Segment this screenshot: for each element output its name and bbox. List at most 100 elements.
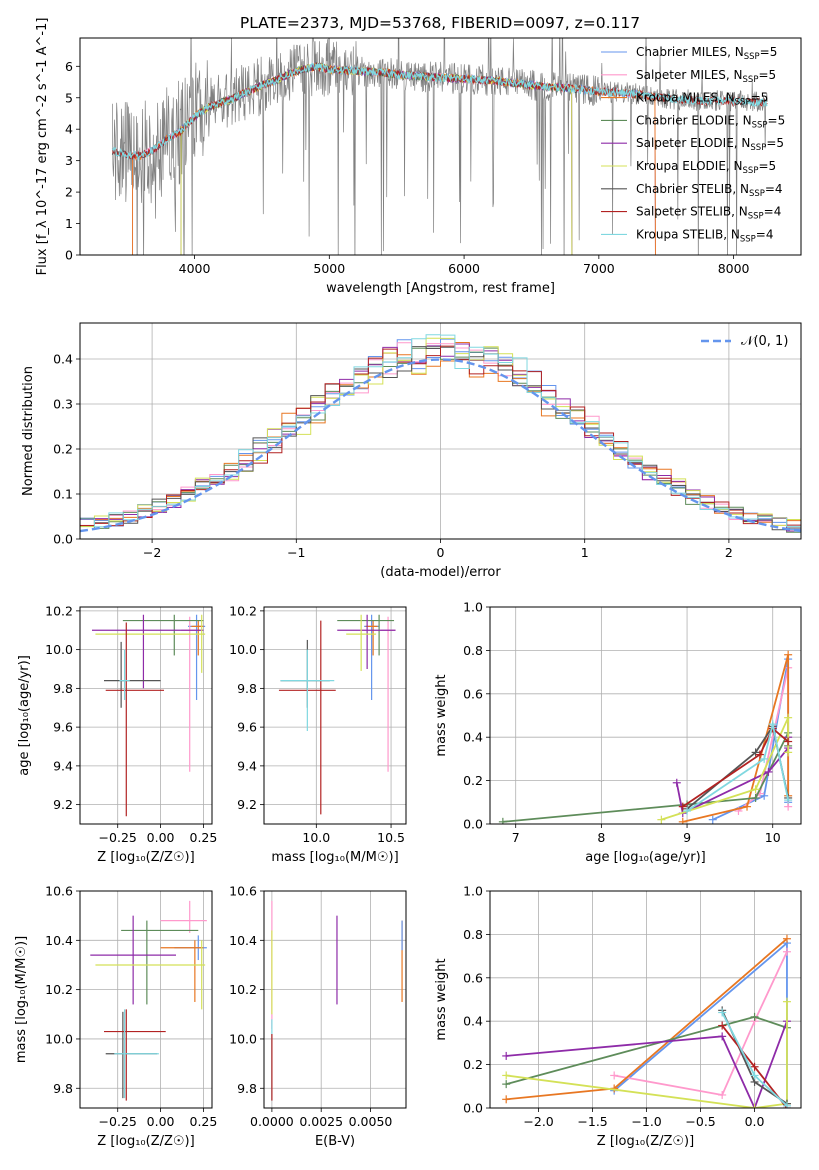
x-tick-label: −0.25 [99,830,137,845]
y-tick-label: 10.4 [45,933,73,948]
y-axis-label: mass [log₁₀(M/M☉)] [14,936,29,1063]
x-tick-label: 0.0000 [250,1114,294,1129]
y-tick-label: 10.0 [45,1031,73,1046]
legend-label-sub: SSP [744,52,760,62]
x-tick-label: 0.00 [147,830,175,845]
y-tick-label: 1.0 [463,884,483,899]
x-tick-label: −0.5 [685,1114,715,1129]
x-axis-label: Z [log₁₀(Z/Z☉)] [97,850,194,865]
legend-label-main: Kroupa ELODIE, N [636,159,743,173]
x-tick-label: 8000 [718,261,750,276]
y-tick-label: 0.3 [53,397,73,412]
errorbar-layer [278,614,396,815]
legend-label-sub: SSP [750,143,766,153]
x-tick-label: 0.25 [190,1114,218,1129]
y-tick-label: 10.0 [229,1031,257,1046]
y-tick-label: 9.2 [237,797,257,812]
y-tick-label: 9.6 [237,720,257,735]
y-tick-label: 9.8 [237,1081,257,1096]
x-tick-label: −1.5 [577,1114,607,1129]
age-vs-mass-panel: 10.0 10.5 9.2 9.4 9.6 9.8 10.0 10.2 mass [log₁₀(… [229,603,407,865]
legend-label-sub: SSP [743,166,759,176]
y-tick-label: 10.2 [229,603,257,618]
x-tick-label: 0.0 [745,1114,765,1129]
y-tick-label: 0.6 [463,686,483,701]
y-tick-label: 10.0 [229,642,257,657]
model-spectrum-salpeter-stelib [111,62,768,160]
weight-line-salpeter-elodie [675,737,790,815]
legend-label-suffix: =5 [751,91,769,105]
y-tick-label: 0.0 [463,817,483,832]
x-axis-label: E(B-V) [315,1134,355,1149]
y-tick-label: 0.8 [463,927,483,942]
legend-label-suffix: =4 [765,182,783,196]
legend-label-main: Chabrier MILES, N [636,45,744,59]
weight-line-salpeter-elodie [506,1020,788,1108]
legend-label-suffix: =5 [766,136,784,150]
legend-label-sub: SSP [748,212,764,222]
x-tick-label: −1 [287,545,305,560]
weight-line-kroupa-elodie [661,717,790,821]
legend-label-main: Kroupa STELIB, N [636,227,740,241]
legend-label-sub: SSP [740,234,756,244]
legend-label-sub: SSP [743,75,759,85]
y-tick-label: 10.0 [45,642,73,657]
legend-label-main: Salpeter MILES, N [636,68,743,82]
x-tick-label: 9 [683,830,691,845]
x-tick-label: 0.00 [147,1114,175,1129]
legend-label-suffix: =5 [758,159,776,173]
y-tick-label: 0.4 [53,352,73,367]
y-axis-label: mass weight [434,674,449,756]
y-tick-label: 0.0 [463,1101,483,1116]
x-tick-label: 0.0050 [349,1114,393,1129]
x-axis-label: mass [log₁₀(M/M☉)] [271,850,398,865]
weight-lines [498,650,793,824]
legend-label-sub: SSP [749,189,765,199]
y-tick-label: 1.0 [463,600,483,615]
y-tick-label: 0.1 [53,487,73,502]
x-tick-label: −2.0 [523,1114,553,1129]
y-tick-label: 6 [65,59,73,74]
y-tick-label: 0.2 [463,773,483,788]
y-tick-label: 10.6 [45,884,73,899]
y-tick-label: 9.8 [53,681,73,696]
y-axis-label: mass weight [434,958,449,1040]
weight-lines [502,934,791,1108]
histogram-kroupa-stelib [80,334,801,528]
x-tick-label: 6000 [448,261,480,276]
histogram-kroupa-elodie [80,337,801,528]
y-tick-label: 0 [65,248,73,263]
legend-label: Chabrier STELIB, NSSP=4 [636,182,783,199]
y-tick-label: 1 [65,216,73,231]
x-axis-label: Z [log₁₀(Z/Z☉)] [597,1134,694,1149]
legend-label-suffix: =5 [768,113,786,127]
x-tick-label: 0 [437,545,445,560]
x-axis-label: wavelength [Angstrom, rest frame] [326,281,555,296]
x-tick-label: 1 [581,545,589,560]
y-tick-label: 10.4 [229,933,257,948]
y-tick-label: 0.8 [463,643,483,658]
y-tick-label: 0.4 [463,730,483,745]
residuals-legend: 𝒩(0, 1) [701,334,788,349]
spectrum-panel: 4000 5000 6000 7000 8000 0 1 2 3 4 5 6 wavelength [A… [35,18,802,296]
age-vs-metallicity-panel: −0.25 0.00 0.25 9.2 9.4 9.6 9.8 10.0 10.2 Z [log₁… [17,603,217,865]
x-axis-label: age [log₁₀(age/yr)] [585,850,706,865]
x-tick-label: −0.25 [99,1114,137,1129]
mass-vs-metallicity-panel: −0.25 0.00 0.25 9.8 10.0 10.2 10.4 10.6 Z [log₁₀… [14,884,217,1150]
x-tick-label: −1.0 [631,1114,661,1129]
y-axis-label: age [log₁₀(age/yr)] [17,655,32,776]
weight-line-chabrier-elodie [502,732,790,823]
weight-vs-age-panel: 7 8 9 10 0.0 0.2 0.4 0.6 0.8 1.0 age [log₁₀(age/yr… [434,600,802,865]
y-tick-label: 9.8 [53,1081,73,1096]
legend-label: Kroupa ELODIE, NSSP=5 [636,159,776,176]
x-tick-label: 7 [512,830,520,845]
y-axis-label: Normed distribution [21,366,36,496]
errorbar-layer [90,900,207,1101]
y-tick-label: 0.4 [463,1014,483,1029]
legend-label: Kroupa MILES, NSSP=5 [636,91,768,108]
weight-line-kroupa-elodie [506,1001,788,1108]
errorbar-layer [271,900,403,1101]
histogram-layer [80,334,801,533]
